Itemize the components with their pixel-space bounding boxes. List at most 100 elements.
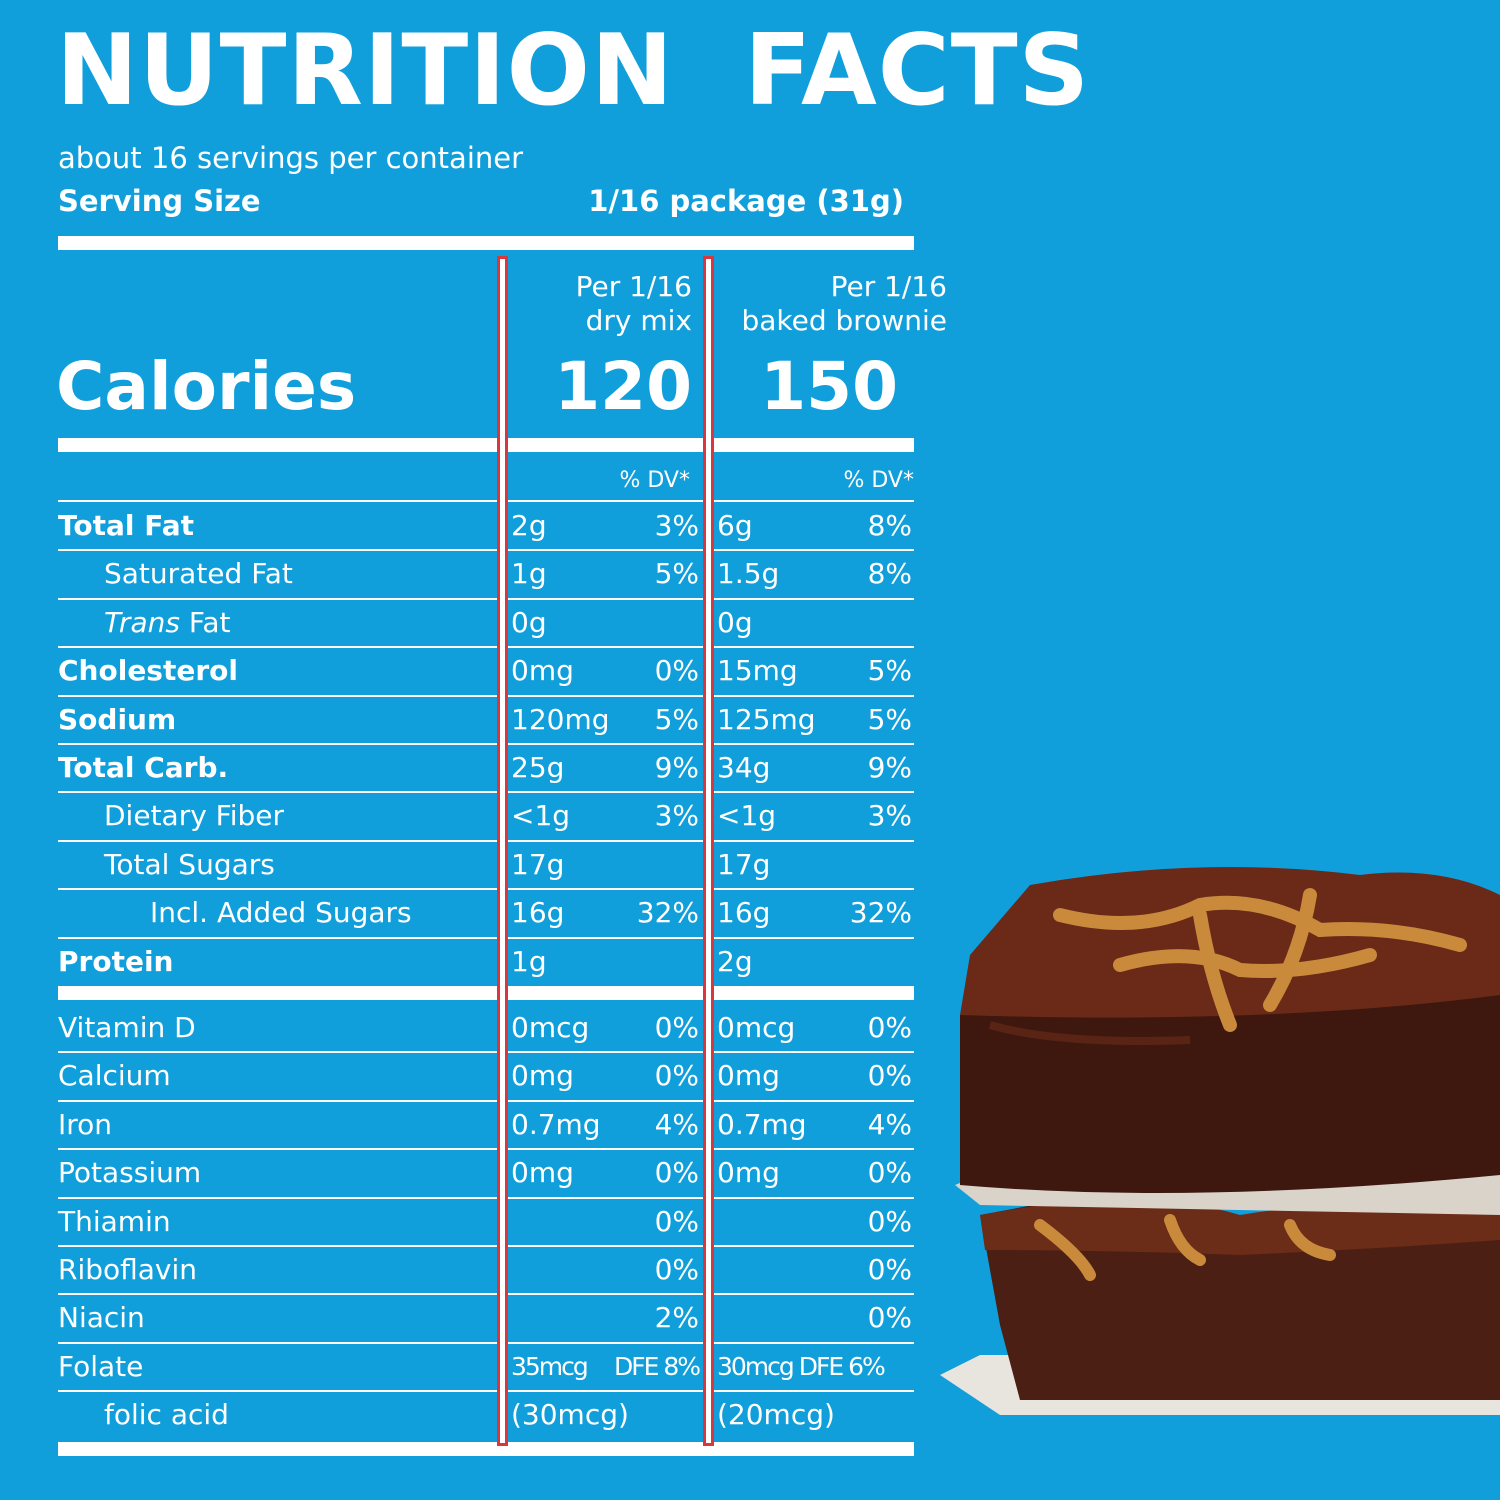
table-row: Riboflavin 0% 0% <box>0 1246 1500 1294</box>
table-row: Saturated Fat 1g 5% 1.5g 8% <box>0 550 1500 598</box>
amount-dry-mix: 0mcg <box>511 1011 590 1044</box>
table-row: Dietary Fiber <1g 3% <1g 3% <box>0 792 1500 840</box>
nutrient-name: Potassium <box>58 1156 202 1190</box>
row-rule <box>58 1051 914 1054</box>
dv-dry-mix: 5% <box>654 557 699 591</box>
amount-baked: 6g <box>717 509 753 542</box>
dv-dry-mix: 3% <box>654 799 699 833</box>
dv-header-baked: % DV* <box>843 468 914 493</box>
dv-baked: 8% <box>867 557 912 591</box>
amount-baked: 0mg <box>717 1059 780 1093</box>
nutrient-name-italic: Trans <box>104 605 180 639</box>
amount-dry-mix: 35mcg <box>511 1351 589 1381</box>
serving-size-label: Serving Size <box>58 184 261 218</box>
amount-dry-mix: 0mg <box>511 1156 574 1190</box>
thick-divider-bottom <box>58 1442 914 1456</box>
amount-baked: 125mg <box>717 702 816 736</box>
dv-baked: 0% <box>867 1156 912 1190</box>
table-row: Protein 1g 2g <box>0 938 1500 986</box>
row-rule <box>58 936 914 939</box>
amount-dry-mix: 0g <box>511 605 547 639</box>
dv-dry-mix: 0% <box>654 1011 699 1044</box>
calories-dry-mix: 120 <box>554 348 692 425</box>
dv-dry-mix: 5% <box>654 702 699 736</box>
table-row: Sodium 120mg 5% 125mg 5% <box>0 696 1500 744</box>
row-rule <box>58 1099 914 1102</box>
amount-baked: 0mcg <box>717 1011 796 1044</box>
table-row: Total Carb. 25g 9% 34g 9% <box>0 744 1500 792</box>
row-rule <box>58 888 914 891</box>
row-rule <box>58 597 914 600</box>
dv-header-dry-mix: % DV* <box>619 468 690 493</box>
nutrient-name: Cholesterol <box>58 654 238 688</box>
table-row: folic acid (30mcg) (20mcg) <box>0 1391 1500 1439</box>
amount-dry-mix: 0.7mg <box>511 1107 601 1141</box>
nutrient-name: Sodium <box>58 702 177 736</box>
amount-dry-mix: <1g <box>511 799 571 833</box>
dv-dry-mix: 0% <box>654 1253 699 1286</box>
dv-baked: 5% <box>867 654 912 688</box>
table-row: Vitamin D 0mcg 0% 0mcg 0% <box>0 1004 1500 1052</box>
column-header-dry-mix-line1: Per 1/16 <box>575 270 692 303</box>
column-header-baked-line2: baked brownie <box>741 304 947 337</box>
amount-baked: 16g <box>717 896 771 930</box>
amount-baked: 0mg <box>717 1156 780 1190</box>
table-row: Incl. Added Sugars 16g 32% 16g 32% <box>0 889 1500 937</box>
dv-dry-mix: 32% <box>636 896 699 930</box>
dv-baked: 0% <box>867 1011 912 1044</box>
table-row: Total Sugars 17g 17g <box>0 841 1500 889</box>
table-row: Trans Fat 0g 0g <box>0 599 1500 647</box>
row-rule <box>58 1245 914 1247</box>
nutrient-name: folic acid <box>104 1398 229 1432</box>
row-rule <box>58 839 914 842</box>
amount-baked: 1.5g <box>717 557 780 591</box>
table-row: Total Fat 2g 3% 6g 8% <box>0 502 1500 550</box>
row-rule <box>58 1293 914 1296</box>
row-rule <box>58 1390 914 1393</box>
dv-dry-mix: 0% <box>654 654 699 688</box>
amount-dry-mix: 2g <box>511 509 547 542</box>
nutrient-name: Incl. Added Sugars <box>150 896 412 930</box>
nutrient-name: Saturated Fat <box>104 557 293 591</box>
dv-baked: 0% <box>867 1253 912 1286</box>
nutrient-name: Niacin <box>58 1301 145 1335</box>
nutrient-name-rest: Fat <box>179 605 231 639</box>
nutrient-name: Vitamin D <box>58 1011 196 1044</box>
table-row: Potassium 0mg 0% 0mg 0% <box>0 1149 1500 1197</box>
brownie-image <box>940 867 1500 1415</box>
amount-dry-mix: 0mg <box>511 1059 574 1093</box>
amount-dry-mix: 1g <box>511 944 547 978</box>
table-row: Folate 35mcg DFE 8% 30mcg DFE 6% <box>0 1343 1500 1391</box>
amount-dry-mix: 25g <box>511 751 565 784</box>
row-rule <box>58 1341 914 1344</box>
dv-dry-mix: 0% <box>654 1059 699 1093</box>
nutrient-name: Folate <box>58 1349 144 1383</box>
calories-baked: 150 <box>760 348 898 425</box>
dv-baked: 9% <box>867 751 912 784</box>
amount-baked: 0.7mg <box>717 1107 807 1141</box>
table-row: Calcium 0mg 0% 0mg 0% <box>0 1052 1500 1100</box>
dv-baked: 3% <box>867 799 912 833</box>
amount-dry-mix: 1g <box>511 557 547 591</box>
nutrient-name: Dietary Fiber <box>104 799 285 833</box>
amount-dry-mix: 0mg <box>511 654 574 688</box>
row-rule <box>58 694 914 697</box>
table-row: Cholesterol 0mg 0% 15mg 5% <box>0 647 1500 695</box>
thick-divider-calories <box>58 438 914 452</box>
dv-dry-mix: DFE 8% <box>613 1351 701 1381</box>
thick-divider-top <box>58 236 914 250</box>
amount-baked: (20mcg) <box>717 1398 835 1432</box>
dv-dry-mix: 2% <box>654 1301 699 1335</box>
row-rule <box>58 743 914 745</box>
serving-size-value: 1/16 package (31g) <box>588 184 904 218</box>
servings-per-container: about 16 servings per container <box>58 141 524 175</box>
row-rule <box>58 646 914 649</box>
nutrient-name: Iron <box>58 1107 113 1141</box>
amount-baked: 17g <box>717 847 771 881</box>
amount-baked: 34g <box>717 751 771 784</box>
column-outline-baked <box>703 256 714 1446</box>
nutrient-name: Thiamin <box>58 1204 171 1238</box>
dv-baked: 8% <box>867 509 912 542</box>
dv-dry-mix: 9% <box>654 751 699 784</box>
nutrient-name: Calcium <box>58 1059 171 1093</box>
